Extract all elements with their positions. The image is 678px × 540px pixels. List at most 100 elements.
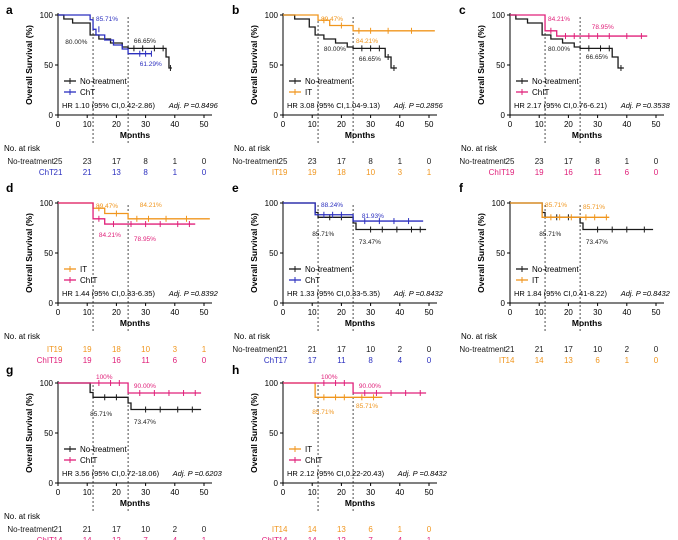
risk-table-header: No. at risk: [4, 144, 41, 153]
hazard-ratio: HR 1.44 (95% CI,0.33-6.35): [62, 289, 155, 298]
x-tick-label: 10: [83, 488, 92, 497]
risk-count: 0: [427, 356, 432, 365]
risk-count: 0: [427, 345, 432, 354]
survival-annotation: 85.71%: [539, 231, 561, 238]
x-axis-label: Months: [120, 318, 150, 328]
x-tick-label: 0: [56, 488, 61, 497]
y-axis-label: Overall Survival (%): [24, 213, 34, 293]
survival-annotation: 78.95%: [134, 236, 156, 243]
y-tick-label: 50: [496, 249, 505, 258]
risk-count: 21: [308, 345, 317, 354]
legend-label: ChT: [80, 88, 95, 97]
risk-count: 14: [506, 356, 515, 365]
y-tick-label: 0: [49, 299, 54, 308]
x-tick-label: 10: [83, 120, 92, 129]
legend-label: ChIT: [305, 456, 322, 465]
risk-count: 21: [506, 345, 515, 354]
y-axis-label: Overall Survival (%): [476, 213, 486, 293]
x-tick-label: 30: [366, 488, 375, 497]
survival-curve-no-treatment: [58, 14, 172, 69]
y-tick-label: 0: [501, 111, 506, 120]
x-tick-label: 20: [337, 120, 346, 129]
survival-annotation: 85.71%: [90, 411, 112, 418]
y-axis-label: Overall Survival (%): [249, 25, 259, 105]
y-tick-label: 100: [40, 379, 54, 388]
survival-annotation: 73.47%: [586, 239, 608, 246]
panel-letter: c: [459, 3, 466, 17]
x-axis-label: Months: [345, 318, 375, 328]
risk-count: 1: [173, 157, 178, 166]
y-axis-label: Overall Survival (%): [24, 25, 34, 105]
risk-count: 0: [427, 525, 432, 534]
adjusted-p-value: Adj. P =0.2856: [393, 101, 444, 110]
y-tick-label: 100: [40, 11, 54, 20]
risk-count: 25: [54, 157, 63, 166]
legend-label: No-treatment: [305, 265, 352, 274]
x-tick-label: 30: [141, 488, 150, 497]
risk-table-header: No. at risk: [461, 144, 498, 153]
risk-row-label: ChIT: [262, 536, 279, 540]
risk-count: 1: [427, 536, 432, 540]
hazard-ratio: HR 1.84 (95% CI,0.41-8.22): [514, 289, 607, 298]
x-tick-label: 30: [593, 120, 602, 129]
survival-annotation: 73.47%: [134, 419, 156, 426]
risk-count: 21: [279, 345, 288, 354]
survival-curve-no-treatment: [283, 202, 427, 231]
x-tick-label: 10: [308, 120, 317, 129]
risk-count: 8: [368, 157, 373, 166]
legend-label: ChT: [305, 276, 320, 285]
risk-count: 25: [506, 157, 515, 166]
risk-table-header: No. at risk: [461, 332, 498, 341]
x-tick-label: 10: [83, 308, 92, 317]
y-tick-label: 0: [274, 299, 279, 308]
survival-curve-no-treatment: [58, 382, 202, 411]
risk-count: 11: [141, 356, 150, 365]
survival-annotation: 88.24%: [321, 202, 343, 209]
risk-row-label: IT: [272, 525, 279, 534]
risk-count: 18: [112, 345, 121, 354]
risk-row-label: IT: [272, 168, 279, 177]
risk-count: 13: [112, 168, 121, 177]
survival-curve-chit: [510, 14, 648, 37]
x-tick-label: 0: [508, 120, 513, 129]
y-tick-label: 50: [496, 61, 505, 70]
x-tick-label: 50: [652, 120, 661, 129]
risk-count: 13: [564, 356, 573, 365]
panel-letter: a: [6, 3, 13, 17]
survival-annotation: 90.00%: [134, 383, 156, 390]
risk-row-label: ChT: [39, 168, 54, 177]
x-tick-label: 40: [170, 120, 179, 129]
x-axis-label: Months: [120, 130, 150, 140]
risk-row-label: No-treatment: [7, 157, 54, 166]
risk-count: 0: [202, 157, 207, 166]
x-tick-label: 30: [141, 308, 150, 317]
x-tick-label: 40: [622, 308, 631, 317]
x-tick-label: 0: [56, 120, 61, 129]
legend-label: IT: [305, 88, 312, 97]
risk-count: 2: [625, 345, 630, 354]
legend-label: ChIT: [532, 88, 549, 97]
risk-count: 23: [535, 157, 544, 166]
risk-count: 2: [173, 525, 178, 534]
risk-count: 6: [173, 356, 178, 365]
panel-letter: b: [232, 3, 239, 17]
x-tick-label: 50: [200, 308, 209, 317]
panel-letter: e: [232, 181, 239, 195]
survival-annotation: 66.65%: [359, 56, 381, 63]
survival-annotation: 80.00%: [324, 46, 346, 53]
y-axis-label: Overall Survival (%): [249, 393, 259, 473]
risk-count: 10: [593, 345, 602, 354]
risk-count: 18: [337, 168, 346, 177]
y-tick-label: 100: [40, 199, 54, 208]
survival-annotation: 85.71%: [356, 403, 378, 410]
survival-annotation: 85.71%: [583, 204, 605, 211]
legend-label: ChIT: [80, 456, 97, 465]
y-axis-label: Overall Survival (%): [24, 393, 34, 473]
survival-annotation: 66.65%: [134, 38, 156, 45]
risk-row-label: No-treatment: [459, 345, 506, 354]
x-tick-label: 0: [56, 308, 61, 317]
risk-count: 3: [398, 168, 403, 177]
risk-count: 23: [83, 157, 92, 166]
